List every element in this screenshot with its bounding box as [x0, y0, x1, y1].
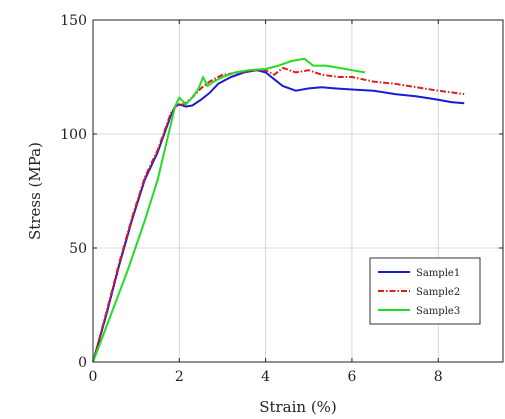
legend-box	[369, 257, 481, 325]
x-tick-label: 4	[261, 369, 270, 385]
x-tick-label: 8	[434, 369, 443, 385]
y-tick-label: 150	[60, 13, 87, 29]
x-tick-label: 6	[347, 369, 356, 385]
y-tick-label: 50	[69, 241, 87, 257]
legend: Sample1 Sample2 Sample3	[369, 257, 481, 325]
series-line-sample2	[92, 66, 465, 363]
series-lines	[92, 57, 465, 363]
legend-label: Sample2	[416, 287, 460, 298]
y-tick-label: 0	[78, 355, 87, 371]
series-line-sample3	[92, 57, 366, 363]
x-tick-label: 0	[89, 369, 98, 385]
y-tick-label: 100	[60, 127, 87, 143]
axis-ticks: 0 2 4 6 8 0 50 100 150	[60, 13, 503, 385]
x-axis-label: Strain (%)	[259, 398, 337, 416]
y-axis-label: Stress (MPa)	[26, 142, 44, 240]
plot-frame	[92, 19, 504, 363]
x-tick-label: 2	[175, 369, 184, 385]
legend-label: Sample3	[416, 306, 460, 317]
legend-label: Sample1	[416, 268, 460, 279]
